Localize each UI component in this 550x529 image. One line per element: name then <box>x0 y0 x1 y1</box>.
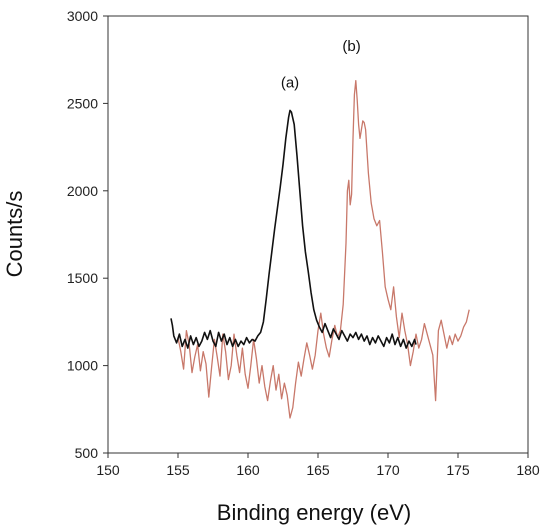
x-tick-label: 150 <box>96 462 120 478</box>
y-tick-label: 500 <box>75 445 99 461</box>
y-tick-label: 1500 <box>67 270 98 286</box>
x-tick-label: 165 <box>306 462 330 478</box>
y-axis-title: Counts/s <box>2 191 27 278</box>
y-tick-label: 1000 <box>67 358 98 374</box>
annotations: (a) (b) <box>281 38 361 92</box>
x-axis-title: Binding energy (eV) <box>217 500 411 525</box>
y-tick-label: 3000 <box>67 8 98 24</box>
y-axis: 500 1000 1500 2000 2500 3000 <box>67 8 108 461</box>
x-tick-label: 180 <box>516 462 540 478</box>
series-line-a <box>170 109 417 349</box>
series-line-b <box>177 80 470 419</box>
annotation-label: (b) <box>342 38 360 55</box>
x-tick-label: 155 <box>166 462 190 478</box>
x-tick-label: 170 <box>376 462 400 478</box>
series-layer <box>170 80 470 419</box>
plot-frame <box>107 15 529 454</box>
x-tick-label: 175 <box>446 462 470 478</box>
annotation-label: (a) <box>281 75 299 92</box>
y-tick-label: 2000 <box>67 183 98 199</box>
x-axis: 150 155 160 165 170 175 180 <box>96 453 540 478</box>
x-tick-label: 160 <box>236 462 260 478</box>
y-tick-label: 2500 <box>67 95 98 111</box>
